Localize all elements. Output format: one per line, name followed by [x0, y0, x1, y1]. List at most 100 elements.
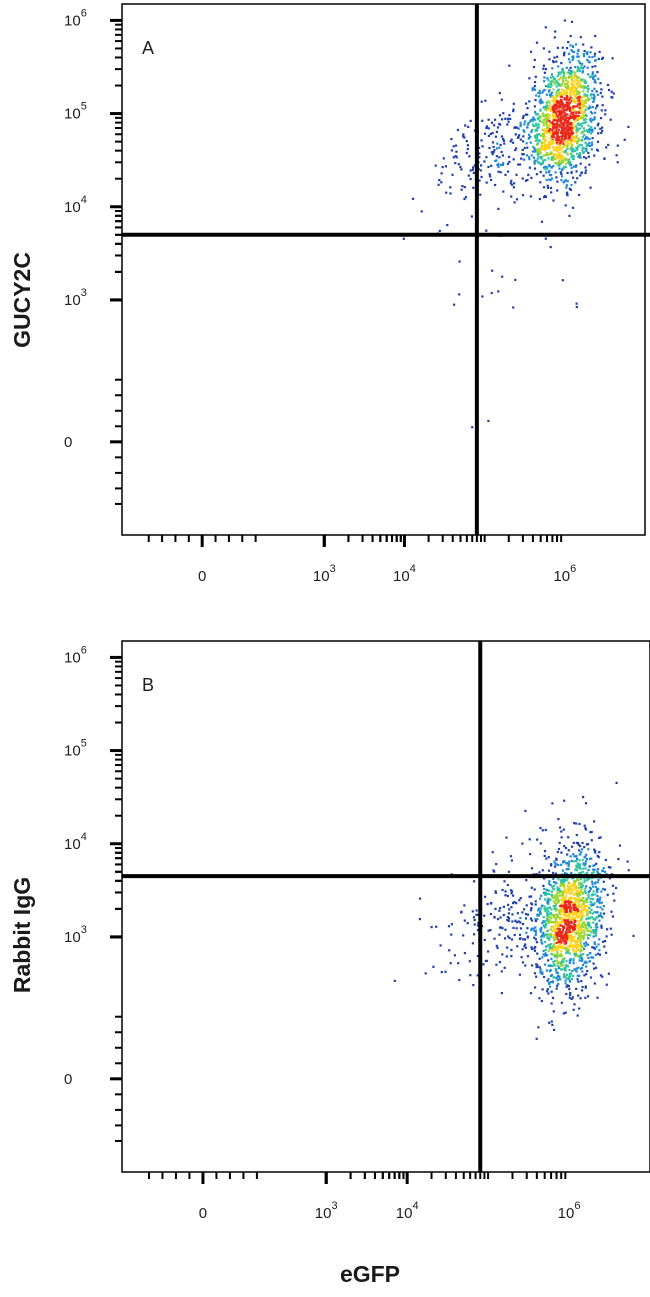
- event-dot: [547, 918, 550, 921]
- event-dot: [612, 892, 615, 895]
- event-dot: [597, 57, 600, 60]
- event-dot: [532, 145, 535, 148]
- event-dot: [499, 163, 503, 166]
- event-dot: [580, 918, 583, 922]
- event-dot: [571, 136, 574, 139]
- event-dot: [570, 111, 573, 115]
- event-dot: [596, 899, 599, 902]
- plot-frame: [121, 640, 650, 1173]
- event-dot: [582, 90, 585, 93]
- event-dot: [566, 984, 569, 987]
- event-dot: [546, 914, 549, 917]
- event-dot: [460, 168, 463, 171]
- event-dot: [563, 886, 566, 889]
- event-dot: [565, 935, 568, 938]
- event-dot: [601, 56, 605, 59]
- event-dot: [576, 904, 580, 907]
- event-dot: [577, 994, 580, 997]
- event-dot: [536, 113, 539, 116]
- event-dot: [544, 118, 547, 121]
- event-dot: [581, 870, 584, 873]
- event-dot: [573, 880, 576, 883]
- event-dot: [588, 163, 591, 166]
- event-dot: [555, 893, 558, 896]
- event-dot: [601, 129, 604, 132]
- event-dot: [555, 857, 558, 860]
- event-dot: [504, 890, 507, 893]
- event-dot: [500, 992, 503, 995]
- event-dot: [584, 908, 587, 911]
- event-dot: [568, 904, 572, 907]
- event-dot: [533, 162, 536, 165]
- event-dot: [534, 926, 537, 929]
- event-dot: [565, 985, 568, 988]
- event-dot: [557, 900, 561, 903]
- event-dot: [576, 930, 579, 933]
- event-dot: [569, 918, 572, 921]
- event-dot: [578, 82, 581, 85]
- event-dot: [567, 849, 570, 852]
- event-dot: [588, 934, 592, 937]
- event-dot: [573, 80, 576, 83]
- event-dot: [539, 147, 542, 150]
- event-dot: [554, 80, 557, 83]
- event-dot: [569, 122, 572, 125]
- event-dot: [564, 982, 567, 985]
- event-dot: [568, 928, 571, 931]
- event-dot: [601, 95, 604, 98]
- event-dot: [565, 193, 569, 196]
- event-dot: [576, 978, 579, 981]
- event-dot: [574, 65, 577, 69]
- event-dot: [585, 106, 588, 109]
- event-dot: [592, 921, 595, 924]
- event-dot: [572, 125, 575, 129]
- event-dot: [552, 97, 556, 100]
- event-dot: [586, 934, 589, 937]
- event-dot: [568, 944, 571, 947]
- event-dot: [562, 939, 565, 942]
- event-dot: [546, 77, 549, 80]
- event-dot: [579, 853, 582, 856]
- event-dot: [572, 83, 575, 86]
- event-dot: [569, 147, 572, 150]
- event-dot: [450, 138, 453, 141]
- event-dot: [557, 162, 560, 165]
- event-dot: [549, 898, 552, 901]
- event-dot: [587, 124, 590, 127]
- event-dot: [544, 128, 547, 131]
- event-dot: [565, 97, 569, 100]
- event-dot: [605, 983, 608, 986]
- event-dot: [489, 912, 492, 916]
- event-dot: [463, 919, 466, 922]
- event-dot: [445, 191, 448, 194]
- event-dot: [569, 906, 573, 909]
- event-dot: [583, 942, 586, 945]
- event-dot: [545, 178, 548, 182]
- event-dot: [560, 946, 563, 949]
- event-dot: [569, 61, 572, 64]
- event-dot: [553, 881, 556, 884]
- event-dot: [556, 948, 559, 951]
- event-dot: [510, 179, 513, 182]
- event-dot: [600, 109, 603, 112]
- event-dot: [526, 107, 529, 110]
- event-dot: [547, 869, 551, 872]
- event-dot: [592, 935, 595, 938]
- event-dot: [531, 919, 534, 922]
- event-dot: [558, 73, 561, 76]
- event-dot: [554, 104, 557, 107]
- event-dot: [582, 938, 585, 941]
- event-dot: [546, 979, 549, 982]
- event-dot: [560, 62, 563, 65]
- event-dot: [556, 975, 559, 979]
- event-dot: [599, 906, 602, 909]
- event-dot: [512, 108, 515, 111]
- event-dot: [538, 120, 542, 123]
- event-dot: [575, 134, 578, 137]
- event-dot: [564, 905, 567, 909]
- event-dot: [516, 136, 520, 139]
- event-dot: [571, 944, 574, 948]
- event-dot: [483, 132, 487, 135]
- event-dot: [545, 166, 548, 169]
- event-dot: [561, 83, 564, 86]
